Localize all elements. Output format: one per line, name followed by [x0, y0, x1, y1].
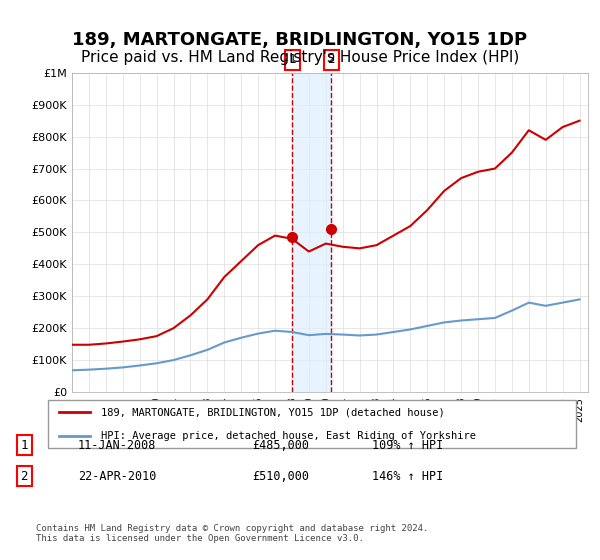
Text: 2: 2 — [20, 469, 28, 483]
Text: 11-JAN-2008: 11-JAN-2008 — [78, 438, 157, 452]
Text: 1: 1 — [20, 438, 28, 452]
FancyBboxPatch shape — [48, 400, 576, 448]
Text: 2: 2 — [327, 53, 335, 67]
Text: 22-APR-2010: 22-APR-2010 — [78, 469, 157, 483]
Text: 1: 1 — [289, 53, 296, 67]
Text: 146% ↑ HPI: 146% ↑ HPI — [372, 469, 443, 483]
Bar — [292, 73, 331, 392]
Text: 109% ↑ HPI: 109% ↑ HPI — [372, 438, 443, 452]
Text: £510,000: £510,000 — [252, 469, 309, 483]
Text: 189, MARTONGATE, BRIDLINGTON, YO15 1DP: 189, MARTONGATE, BRIDLINGTON, YO15 1DP — [73, 31, 527, 49]
Text: 189, MARTONGATE, BRIDLINGTON, YO15 1DP (detached house): 189, MARTONGATE, BRIDLINGTON, YO15 1DP (… — [101, 407, 445, 417]
Text: £485,000: £485,000 — [252, 438, 309, 452]
Text: HPI: Average price, detached house, East Riding of Yorkshire: HPI: Average price, detached house, East… — [101, 431, 476, 441]
Text: Price paid vs. HM Land Registry's House Price Index (HPI): Price paid vs. HM Land Registry's House … — [81, 50, 519, 66]
Text: Contains HM Land Registry data © Crown copyright and database right 2024.
This d: Contains HM Land Registry data © Crown c… — [36, 524, 428, 543]
